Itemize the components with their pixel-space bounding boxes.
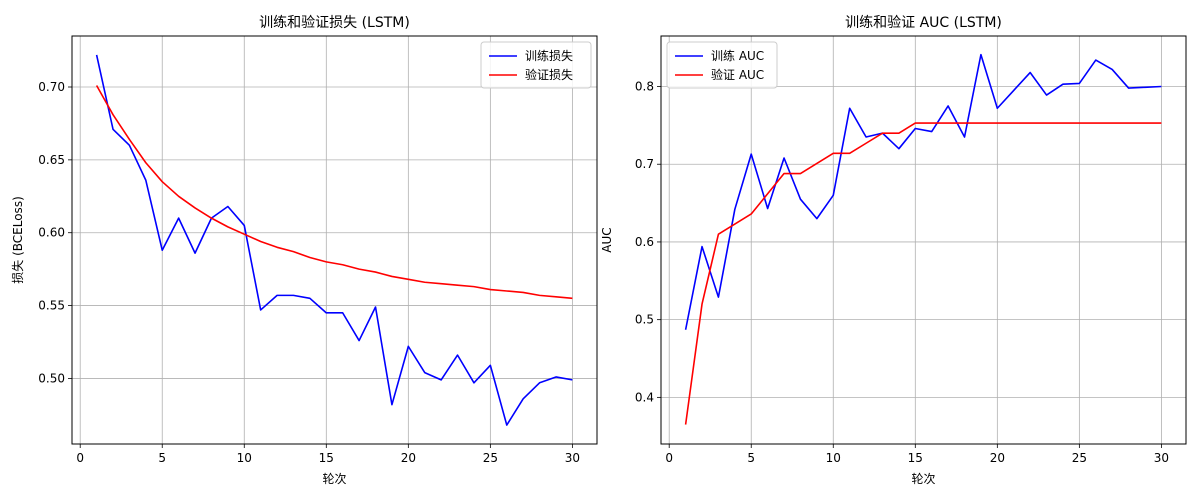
loss-chart-x-tick-label-3: 15 — [319, 451, 334, 465]
auc-chart-legend-label-0: 训练 AUC — [711, 48, 764, 63]
auc-chart-x-tick-label-6: 30 — [1154, 451, 1169, 465]
auc-chart-y-tick-label-2: 0.6 — [635, 235, 654, 249]
loss-chart: 0 5 10 15 20 25 30 0.50 0.55 0.60 0.65 0.70 训练和验证损失 … — [10, 15, 598, 486]
loss-chart-legend-box — [480, 41, 592, 89]
auc-chart-series-0-line — [684, 53, 1162, 330]
loss-chart-x-tick-label-2: 10 — [237, 451, 252, 465]
loss-chart-ticks: 0 5 10 15 20 25 30 0.50 0.55 0.60 0.65 0.70 — [38, 80, 580, 465]
auc-chart-y-axis-label: AUC — [600, 227, 614, 252]
auc-chart: 0 5 10 15 20 25 30 0.4 0.5 0.6 0.7 0.8 训练和验证 AUC (LS… — [600, 15, 1187, 486]
auc-chart-grid — [661, 36, 1186, 444]
auc-chart-x-tick-label-2: 10 — [826, 451, 841, 465]
auc-chart-legend-box — [666, 41, 778, 89]
auc-chart-x-tick-label-3: 15 — [908, 451, 923, 465]
loss-chart-y-tick-label-1: 0.55 — [38, 299, 65, 313]
auc-chart-plot-frame — [660, 35, 1187, 445]
loss-chart-x-tick-label-1: 5 — [158, 451, 166, 465]
loss-chart-x-tick-label-0: 0 — [76, 451, 84, 465]
auc-chart-legend-label-1: 验证 AUC — [711, 67, 764, 82]
auc-chart-ticks: 0 5 10 15 20 25 30 0.4 0.5 0.6 0.7 0.8 — [635, 80, 1169, 465]
loss-chart-grid — [72, 36, 597, 444]
loss-chart-y-tick-label-2: 0.60 — [38, 226, 65, 240]
auc-chart-y-tick-label-3: 0.7 — [635, 157, 654, 171]
loss-chart-x-tick-label-5: 25 — [483, 451, 498, 465]
auc-chart-x-tick-label-5: 25 — [1072, 451, 1087, 465]
loss-chart-legend-label-1: 验证损失 — [525, 67, 573, 82]
loss-chart-x-axis-label: 轮次 — [322, 472, 346, 486]
loss-chart-title: 训练和验证损失 (LSTM) — [259, 15, 410, 31]
loss-chart-series-1-line — [95, 85, 573, 300]
loss-chart-y-tick-label-0: 0.50 — [38, 371, 65, 385]
auc-chart-x-tick-label-1: 5 — [747, 451, 755, 465]
loss-chart-y-tick-label-3: 0.65 — [38, 153, 65, 167]
auc-chart-y-tick-label-0: 0.4 — [635, 390, 654, 404]
loss-chart-y-tick-label-4: 0.70 — [38, 80, 65, 94]
loss-chart-y-axis-label: 损失 (BCELoss) — [10, 196, 25, 283]
loss-chart-x-tick-label-6: 30 — [565, 451, 580, 465]
auc-chart-y-tick-label-4: 0.8 — [635, 80, 654, 94]
loss-chart-x-tick-label-4: 20 — [401, 451, 416, 465]
auc-chart-x-axis-label: 轮次 — [911, 472, 935, 486]
auc-chart-series-1-line — [684, 122, 1162, 425]
loss-chart-legend-label-0: 训练损失 — [525, 48, 573, 63]
auc-chart-legend: 训练 AUC 验证 AUC — [666, 41, 778, 89]
auc-chart-x-tick-label-4: 20 — [990, 451, 1005, 465]
auc-chart-y-tick-label-1: 0.5 — [635, 313, 654, 327]
auc-chart-x-tick-label-0: 0 — [665, 451, 673, 465]
loss-chart-series-0-line — [95, 54, 573, 426]
loss-chart-plot-frame — [71, 35, 598, 445]
auc-chart-title: 训练和验证 AUC (LSTM) — [845, 15, 1002, 31]
